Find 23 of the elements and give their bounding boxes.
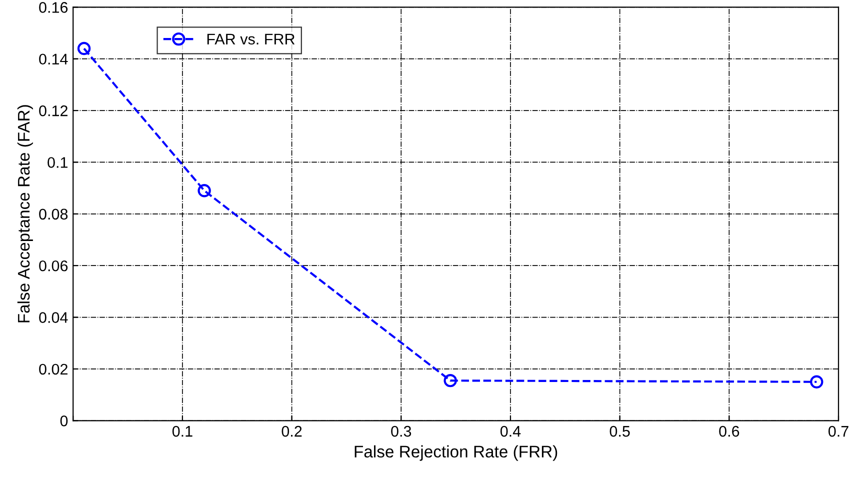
y-tick-label: 0.06 <box>39 260 68 272</box>
x-tick-label: 0.7 <box>828 426 848 437</box>
point <box>77 42 91 56</box>
y-tick-label: 0.16 <box>39 2 68 13</box>
y-tick-label: 0.04 <box>39 312 68 323</box>
y-tick-label: 0.12 <box>39 105 68 116</box>
point <box>810 375 824 388</box>
x-tick-label: 0.5 <box>610 426 630 437</box>
x-tick-label: 0.6 <box>719 426 740 437</box>
x-tick-label: 0.4 <box>500 426 521 437</box>
x-tick-label: 0.1 <box>172 426 192 437</box>
point <box>444 374 457 388</box>
x-axis-title: False Rejection Rate (FRR) <box>354 445 558 461</box>
y-tick-label: 0.02 <box>39 364 68 375</box>
y-tick-label: 0.1 <box>48 157 68 168</box>
y-axis-title: False Acceptance Rate (FAR) <box>17 105 33 322</box>
point <box>198 184 211 198</box>
y-tick-label: 0.08 <box>39 208 68 220</box>
x-tick-label: 0.2 <box>282 426 302 437</box>
legend-label: FAR vs. FRR <box>207 34 295 45</box>
x-tick-label: 0.3 <box>391 426 412 437</box>
y-tick-label: 0 <box>60 416 68 426</box>
y-tick-label: 0.14 <box>39 54 68 65</box>
